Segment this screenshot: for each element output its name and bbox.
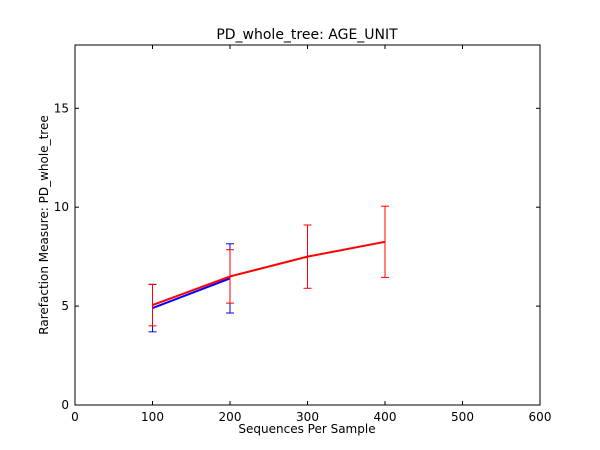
error-bar xyxy=(226,249,234,304)
y-tick-label: 5 xyxy=(61,299,69,313)
y-axis-label: Rarefaction Measure: PD_whole_tree xyxy=(37,115,51,334)
x-tick-label: 0 xyxy=(71,410,79,424)
y-tick-label: 0 xyxy=(61,398,69,412)
series-1 xyxy=(148,205,389,327)
y-tick-label: 15 xyxy=(54,101,69,115)
plot-frame xyxy=(74,44,541,406)
x-tick-label: 600 xyxy=(529,410,552,424)
chart-title: PD_whole_tree: AGE_UNIT xyxy=(216,27,398,43)
x-tick-label: 200 xyxy=(219,410,242,424)
series-layer xyxy=(148,205,389,333)
error-bar xyxy=(303,224,312,289)
x-tick-label: 500 xyxy=(451,410,474,424)
series-line xyxy=(152,277,231,310)
x-tick-label: 300 xyxy=(296,410,319,424)
y-tick-label: 10 xyxy=(54,200,69,214)
x-tick-label: 400 xyxy=(374,410,397,424)
series-line xyxy=(152,240,386,307)
x-axis-label: Sequences Per Sample xyxy=(238,422,375,436)
tick-labels: 0 100 200 300 400 500 600 0 5 10 15 xyxy=(54,101,552,424)
x-tick-label: 100 xyxy=(141,410,164,424)
error-bar xyxy=(148,283,157,327)
error-bar xyxy=(381,205,389,278)
